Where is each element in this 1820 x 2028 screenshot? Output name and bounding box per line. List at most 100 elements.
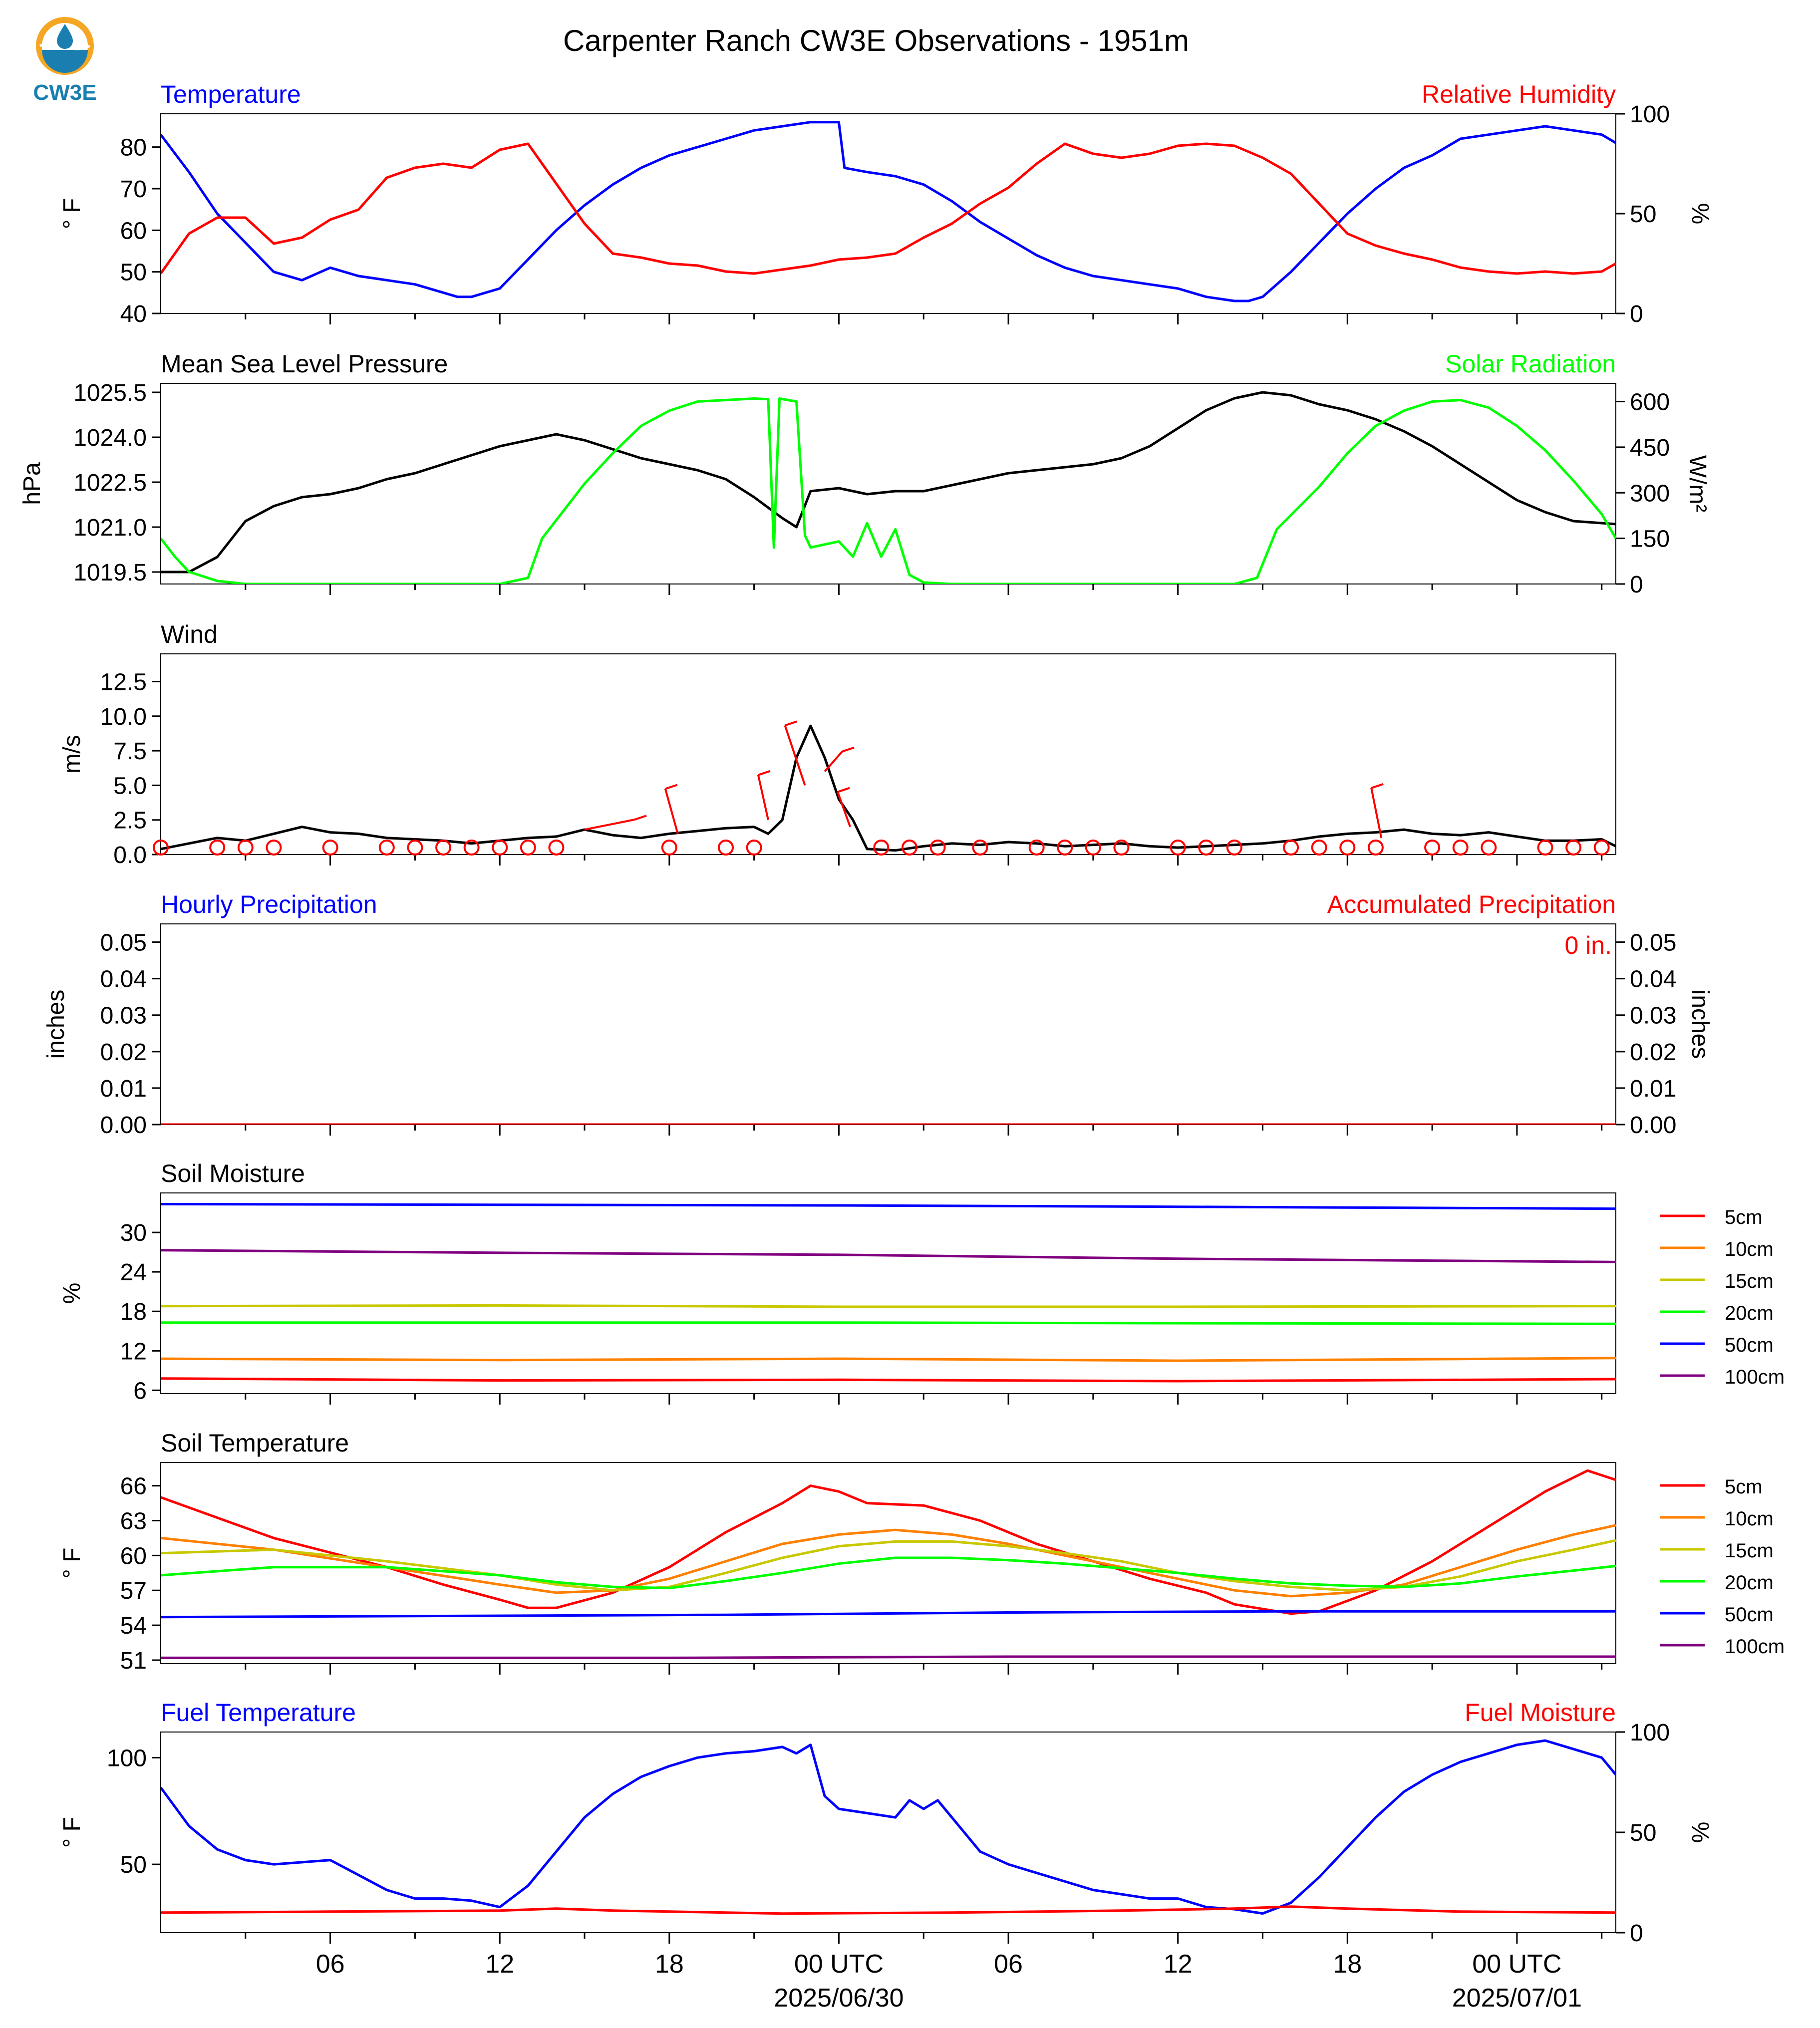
calm-wind-marker bbox=[1424, 840, 1441, 856]
series-line-50cm bbox=[161, 1610, 1616, 1619]
calm-wind-marker bbox=[1113, 840, 1130, 856]
calm-wind-marker bbox=[492, 840, 508, 856]
panel-left-title: Soil Temperature bbox=[161, 1429, 349, 1457]
calm-wind-marker bbox=[1028, 840, 1045, 856]
y2-tick-label: 0.04 bbox=[1630, 966, 1676, 993]
legend-label-20cm: 20cm bbox=[1725, 1302, 1774, 1324]
y-tick-label: 12.5 bbox=[100, 669, 147, 695]
panel-right-title: Solar Radiation bbox=[1445, 350, 1616, 378]
y-tick-label: 18 bbox=[120, 1299, 147, 1325]
legend-label-10cm: 10cm bbox=[1725, 1508, 1774, 1530]
series-line-0 bbox=[161, 391, 1616, 574]
panel-1: Temperature Relative Humidity 40 50 60 70 80 0 5… bbox=[59, 80, 1713, 327]
legend-label-10cm: 10cm bbox=[1725, 1238, 1774, 1260]
calm-wind-marker bbox=[1283, 840, 1299, 856]
y-tick-label: 1019.5 bbox=[73, 560, 147, 586]
x-date-label: 2025/06/30 bbox=[774, 1984, 904, 2013]
y2-tick-label: 0.03 bbox=[1630, 1003, 1676, 1029]
y-axis-label: % bbox=[59, 1283, 85, 1304]
x-date-label: 2025/07/01 bbox=[1452, 1984, 1582, 2013]
y2-tick-label: 600 bbox=[1630, 389, 1670, 416]
y2-axis-label: % bbox=[1687, 1822, 1713, 1843]
series-line-1 bbox=[161, 397, 1616, 584]
plot-frame bbox=[160, 383, 1616, 584]
y-axis-label: ° F bbox=[59, 198, 85, 229]
series-line-0 bbox=[161, 121, 1616, 302]
y-tick-label: 40 bbox=[120, 301, 147, 327]
x-tick-label: 06 bbox=[994, 1950, 1023, 1979]
calm-wind-marker bbox=[1311, 840, 1327, 856]
panel-3: Wind 0.0 2.5 5.0 7.5 10.0 12.5 m/s bbox=[59, 620, 1616, 869]
calm-wind-marker bbox=[1339, 840, 1356, 856]
calm-wind-marker bbox=[718, 840, 734, 856]
panel-right-title: Relative Humidity bbox=[1422, 80, 1616, 108]
wind-barb bbox=[824, 751, 843, 772]
panel-right-title: Accumulated Precipitation bbox=[1327, 890, 1616, 918]
wind-barb-flag bbox=[758, 770, 771, 776]
panel-left-title: Soil Moisture bbox=[161, 1159, 305, 1187]
y-tick-label: 51 bbox=[120, 1648, 147, 1674]
y-axis-label: ° F bbox=[59, 1817, 85, 1848]
plot-frame bbox=[160, 1732, 1616, 1933]
y-axis-label: hPa bbox=[19, 462, 45, 505]
series-line-20cm bbox=[161, 1556, 1616, 1590]
y-tick-label: 1021.0 bbox=[73, 515, 147, 541]
y2-tick-label: 50 bbox=[1630, 201, 1656, 228]
legend-label-50cm: 50cm bbox=[1725, 1334, 1774, 1356]
y-tick-label: 50 bbox=[120, 260, 147, 286]
calm-wind-marker bbox=[929, 840, 946, 856]
legend: 5cm 10cm 15cm 20cm 50cm 100cm bbox=[1660, 1476, 1785, 1658]
plot-frame bbox=[160, 923, 1616, 1125]
calm-wind-marker bbox=[1226, 840, 1242, 856]
y-axis-label: m/s bbox=[59, 735, 85, 773]
calm-wind-marker bbox=[1481, 840, 1497, 856]
plot-frame bbox=[160, 113, 1616, 314]
y2-tick-label: 0 bbox=[1630, 301, 1643, 327]
y-tick-label: 24 bbox=[120, 1259, 147, 1286]
calm-wind-marker bbox=[661, 840, 677, 856]
panel-7: Fuel Temperature Fuel Moisture 50 100 0 50 100… bbox=[59, 1699, 1713, 1947]
y2-tick-label: 150 bbox=[1630, 526, 1670, 553]
wind-barb-flag bbox=[842, 746, 855, 753]
series-line-1 bbox=[161, 142, 1616, 275]
calm-wind-marker bbox=[1198, 840, 1214, 856]
calm-wind-marker bbox=[548, 840, 565, 856]
y-tick-label: 10.0 bbox=[100, 704, 147, 730]
y-tick-label: 0.02 bbox=[100, 1039, 147, 1066]
legend-label-20cm: 20cm bbox=[1725, 1572, 1774, 1594]
legend-label-15cm: 15cm bbox=[1725, 1270, 1774, 1292]
calm-wind-marker bbox=[407, 840, 423, 856]
y-tick-label: 50 bbox=[120, 1852, 147, 1878]
y-tick-label: 7.5 bbox=[113, 738, 147, 765]
calm-wind-marker bbox=[322, 840, 338, 856]
y-tick-label: 1024.0 bbox=[73, 425, 147, 451]
wind-barb-flag bbox=[837, 787, 850, 793]
y2-tick-label: 100 bbox=[1630, 101, 1670, 128]
panel-4: Hourly Precipitation Accumulated Precipit… bbox=[43, 890, 1713, 1139]
legend-label-5cm: 5cm bbox=[1725, 1476, 1763, 1498]
y-axis-label: ° F bbox=[59, 1548, 85, 1579]
legend-label-5cm: 5cm bbox=[1725, 1206, 1763, 1228]
y-tick-label: 6 bbox=[133, 1378, 147, 1404]
y-tick-label: 0.03 bbox=[100, 1003, 147, 1029]
panel-2: Mean Sea Level Pressure Solar Radiation 10… bbox=[19, 350, 1711, 598]
wind-barb bbox=[757, 775, 769, 821]
plot-frame bbox=[160, 653, 1616, 855]
wind-barb bbox=[584, 819, 635, 831]
y-tick-label: 60 bbox=[120, 1543, 147, 1569]
y2-tick-label: 450 bbox=[1630, 435, 1670, 461]
calm-wind-marker bbox=[873, 840, 890, 856]
y-tick-label: 66 bbox=[120, 1473, 147, 1500]
wind-barb-flag bbox=[634, 815, 647, 821]
y-tick-label: 12 bbox=[120, 1338, 147, 1365]
series-line-100cm bbox=[161, 1249, 1616, 1263]
panel-left-title: Hourly Precipitation bbox=[161, 890, 377, 918]
y-tick-label: 57 bbox=[120, 1578, 147, 1604]
calm-wind-marker bbox=[266, 840, 282, 856]
calm-wind-marker bbox=[1452, 840, 1469, 856]
calm-wind-marker bbox=[209, 840, 226, 856]
calm-wind-marker bbox=[1085, 840, 1101, 856]
panel-left-title: Mean Sea Level Pressure bbox=[161, 350, 448, 378]
figure-title: Carpenter Ranch CW3E Observations - 1951… bbox=[563, 24, 1189, 57]
